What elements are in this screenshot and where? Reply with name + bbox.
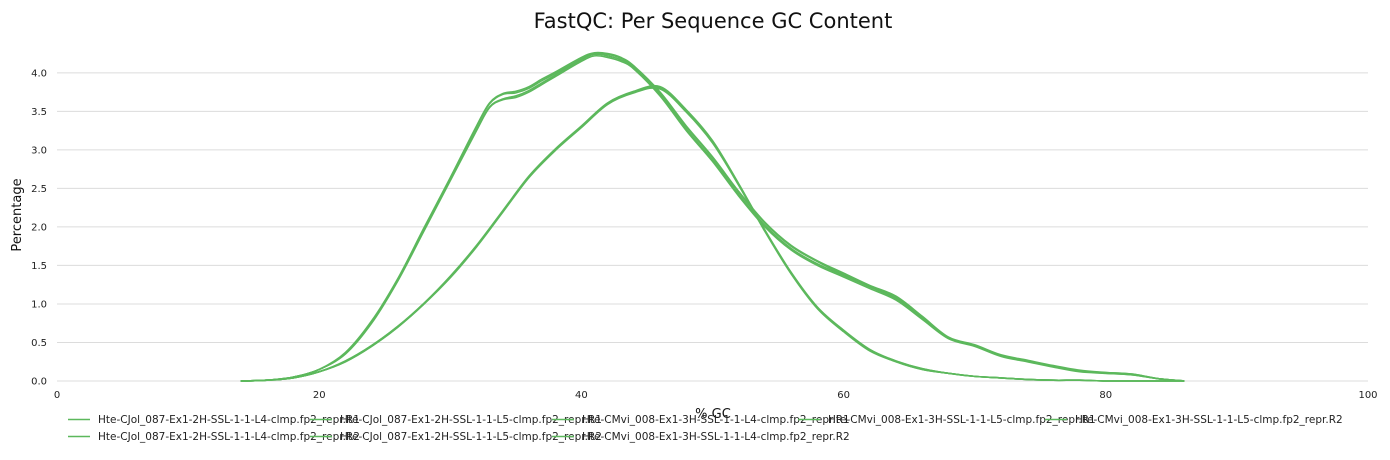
legend-label: Hte-CMvi_008-Ex1-3H-SSL-1-1-L4-clmp.fp2_… (582, 414, 850, 426)
legend-label: Hte-CJol_087-Ex1-2H-SSL-1-1-L5-clmp.fp2_… (340, 431, 602, 443)
legend[interactable]: Hte-CJol_087-Ex1-2H-SSL-1-1-L4-clmp.fp2_… (68, 414, 1343, 443)
x-axis-ticks: 0 20 40 60 80 100 (54, 390, 1378, 401)
y-tick-label: 1.0 (31, 299, 47, 310)
y-axis-label: Percentage (10, 178, 25, 251)
chart-title: FastQC: Per Sequence GC Content (534, 9, 893, 33)
y-tick-label: 1.5 (31, 261, 47, 272)
series-line-1 (240, 86, 1185, 382)
x-tick-label: 80 (1099, 390, 1112, 401)
series-lines (240, 51, 1185, 382)
series-line-8 (240, 51, 1185, 382)
legend-label: Hte-CMvi_008-Ex1-3H-SSL-1-1-L5-clmp.fp2_… (1075, 414, 1343, 426)
legend-item[interactable]: Hte-CJol_087-Ex1-2H-SSL-1-1-L5-clmp.fp2_… (310, 431, 602, 443)
legend-label: Hte-CJol_087-Ex1-2H-SSL-1-1-L5-clmp.fp2_… (340, 414, 602, 426)
y-tick-label: 0.0 (31, 377, 47, 388)
series-line-7 (240, 52, 1185, 382)
series-line-5 (240, 54, 1185, 382)
legend-item[interactable]: Hte-CMvi_008-Ex1-3H-SSL-1-1-L5-clmp.fp2_… (798, 414, 1096, 426)
y-tick-label: 3.0 (31, 145, 47, 156)
legend-item[interactable]: Hte-CMvi_008-Ex1-3H-SSL-1-1-L4-clmp.fp2_… (552, 431, 850, 443)
series-line-4 (240, 85, 1185, 382)
x-axis-label: % GC (695, 407, 731, 422)
y-tick-label: 0.5 (31, 338, 47, 349)
legend-label: Hte-CMvi_008-Ex1-3H-SSL-1-1-L4-clmp.fp2_… (582, 431, 850, 443)
series-line-3 (240, 87, 1185, 382)
series-line-2 (240, 84, 1185, 382)
y-tick-label: 3.5 (31, 107, 47, 118)
legend-item[interactable]: Hte-CJol_087-Ex1-2H-SSL-1-1-L4-clmp.fp2_… (68, 431, 360, 443)
y-tick-label: 4.0 (31, 68, 47, 79)
y-axis-ticks: 0.0 0.5 1.0 1.5 2.0 2.5 3.0 3.5 4.0 (31, 68, 47, 387)
legend-label: Hte-CJol_087-Ex1-2H-SSL-1-1-L4-clmp.fp2_… (98, 414, 360, 426)
y-tick-label: 2.0 (31, 222, 47, 233)
x-tick-label: 20 (313, 390, 326, 401)
legend-label: Hte-CMvi_008-Ex1-3H-SSL-1-1-L5-clmp.fp2_… (828, 414, 1096, 426)
legend-label: Hte-CJol_087-Ex1-2H-SSL-1-1-L4-clmp.fp2_… (98, 431, 360, 443)
series-line-6 (240, 53, 1185, 382)
legend-item[interactable]: Hte-CJol_087-Ex1-2H-SSL-1-1-L4-clmp.fp2_… (68, 414, 360, 426)
legend-item[interactable]: Hte-CMvi_008-Ex1-3H-SSL-1-1-L4-clmp.fp2_… (552, 414, 850, 426)
grid-lines (57, 72, 1368, 382)
x-tick-label: 40 (575, 390, 588, 401)
x-tick-label: 100 (1358, 390, 1377, 401)
x-tick-label: 60 (837, 390, 850, 401)
legend-item[interactable]: Hte-CMvi_008-Ex1-3H-SSL-1-1-L5-clmp.fp2_… (1045, 414, 1343, 426)
legend-item[interactable]: Hte-CJol_087-Ex1-2H-SSL-1-1-L5-clmp.fp2_… (310, 414, 602, 426)
x-tick-label: 0 (54, 390, 60, 401)
y-tick-label: 2.5 (31, 184, 47, 195)
